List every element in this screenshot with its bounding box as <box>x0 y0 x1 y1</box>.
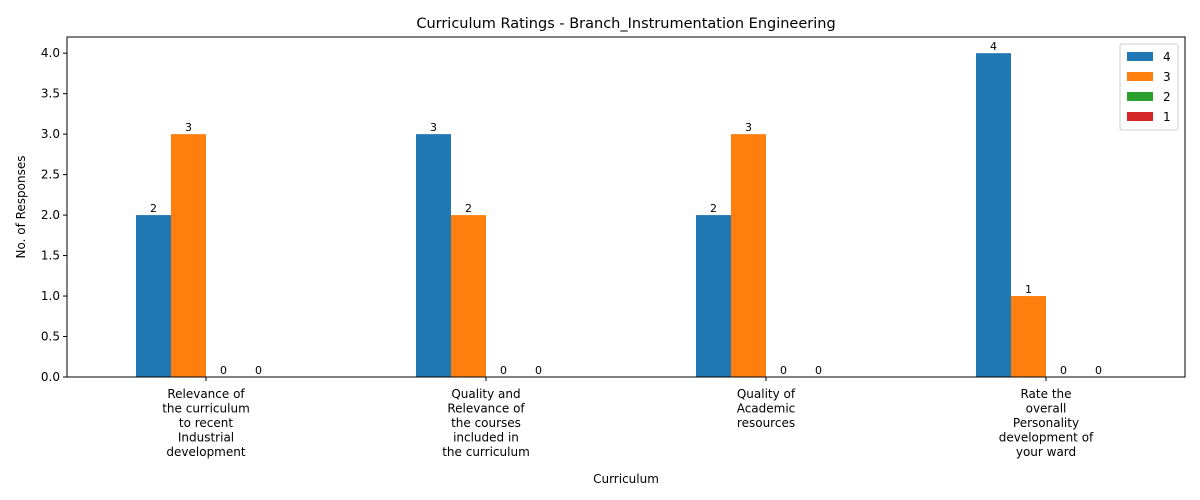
x-tick-label: Personality <box>1013 416 1079 430</box>
x-tick-label: development of <box>999 431 1094 445</box>
y-tick-label: 0.5 <box>41 330 60 344</box>
x-tick-label: your ward <box>1016 445 1076 459</box>
legend-frame <box>1119 43 1179 131</box>
legend-label: 3 <box>1163 70 1171 84</box>
chart-title: Curriculum Ratings - Branch_Instrumentat… <box>416 16 835 32</box>
bar-value-label: 0 <box>1060 364 1067 377</box>
bar-value-label: 2 <box>710 202 717 215</box>
legend-label: 1 <box>1163 110 1171 124</box>
bar-4-1 <box>416 134 451 377</box>
x-tick-label: included in <box>453 431 519 445</box>
y-tick-label: 3.0 <box>41 127 60 141</box>
bar-value-label: 1 <box>1025 283 1032 296</box>
x-tick-label: Quality of <box>737 387 796 401</box>
bar-labels-layer: 2 3 0 0 3 2 0 0 2 3 0 0 4 1 0 0 <box>150 40 1102 377</box>
y-tick-label: 2.0 <box>41 208 60 222</box>
bar-value-label: 3 <box>185 121 192 134</box>
legend-swatch <box>1127 112 1153 121</box>
bar-value-label: 0 <box>500 364 507 377</box>
bar-value-label: 3 <box>430 121 437 134</box>
x-tick-label: Quality and <box>451 387 520 401</box>
legend-swatch <box>1127 92 1153 101</box>
y-tick-label: 3.5 <box>41 87 60 101</box>
legend-swatch <box>1127 52 1153 61</box>
bar-3-2 <box>731 134 766 377</box>
x-tick-label: overall <box>1026 402 1067 416</box>
x-tick-label: Industrial <box>178 431 234 445</box>
bar-value-label: 0 <box>220 364 227 377</box>
bar-3-0 <box>171 134 206 377</box>
x-tick-label: the curriculum <box>442 445 530 459</box>
bar-4-2 <box>696 215 731 377</box>
y-tick-label: 2.5 <box>41 168 60 182</box>
bar-value-label: 3 <box>745 121 752 134</box>
y-tick-label: 0.0 <box>41 370 60 384</box>
bar-value-label: 0 <box>780 364 787 377</box>
bar-value-label: 0 <box>815 364 822 377</box>
x-tick-label: Rate the <box>1020 387 1071 401</box>
bar-value-label: 0 <box>535 364 542 377</box>
bars-layer <box>136 53 1046 377</box>
x-tick-label: development <box>166 445 245 459</box>
x-tick-label: the courses <box>451 416 521 430</box>
x-tick-label: Relevance of <box>167 387 245 401</box>
y-tick-label: 1.0 <box>41 289 60 303</box>
bar-value-label: 4 <box>990 40 997 53</box>
plot-frame <box>66 36 1186 378</box>
bar-value-label: 0 <box>255 364 262 377</box>
bar-4-3 <box>976 53 1011 377</box>
x-tick-label: Academic <box>737 402 796 416</box>
legend-swatch <box>1127 72 1153 81</box>
bar-value-label: 2 <box>150 202 157 215</box>
legend: 4 3 2 1 <box>1119 43 1179 131</box>
x-tick-label: Relevance of <box>447 402 525 416</box>
x-tick-label: the curriculum <box>162 402 250 416</box>
y-tick-label: 1.5 <box>41 249 60 263</box>
legend-label: 2 <box>1163 90 1171 104</box>
bar-3-3 <box>1011 296 1046 377</box>
y-tick-label: 4.0 <box>41 46 60 60</box>
bar-value-label: 0 <box>1095 364 1102 377</box>
y-axis: 0.0 0.5 1.0 1.5 2.0 2.5 3.0 3.5 4.0 <box>41 46 67 384</box>
bar-4-0 <box>136 215 171 377</box>
x-tick-label: to recent <box>179 416 234 430</box>
bar-3-1 <box>451 215 486 377</box>
legend-label: 4 <box>1163 50 1171 64</box>
bar-value-label: 2 <box>465 202 472 215</box>
x-axis-label: Curriculum <box>593 472 659 486</box>
x-tick-label: resources <box>737 416 795 430</box>
y-axis-label: No. of Responses <box>14 155 28 258</box>
